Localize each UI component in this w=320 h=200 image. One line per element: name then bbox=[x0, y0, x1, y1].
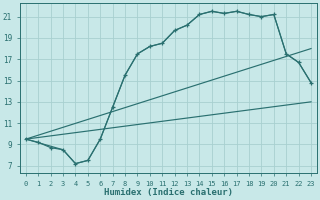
X-axis label: Humidex (Indice chaleur): Humidex (Indice chaleur) bbox=[104, 188, 233, 197]
